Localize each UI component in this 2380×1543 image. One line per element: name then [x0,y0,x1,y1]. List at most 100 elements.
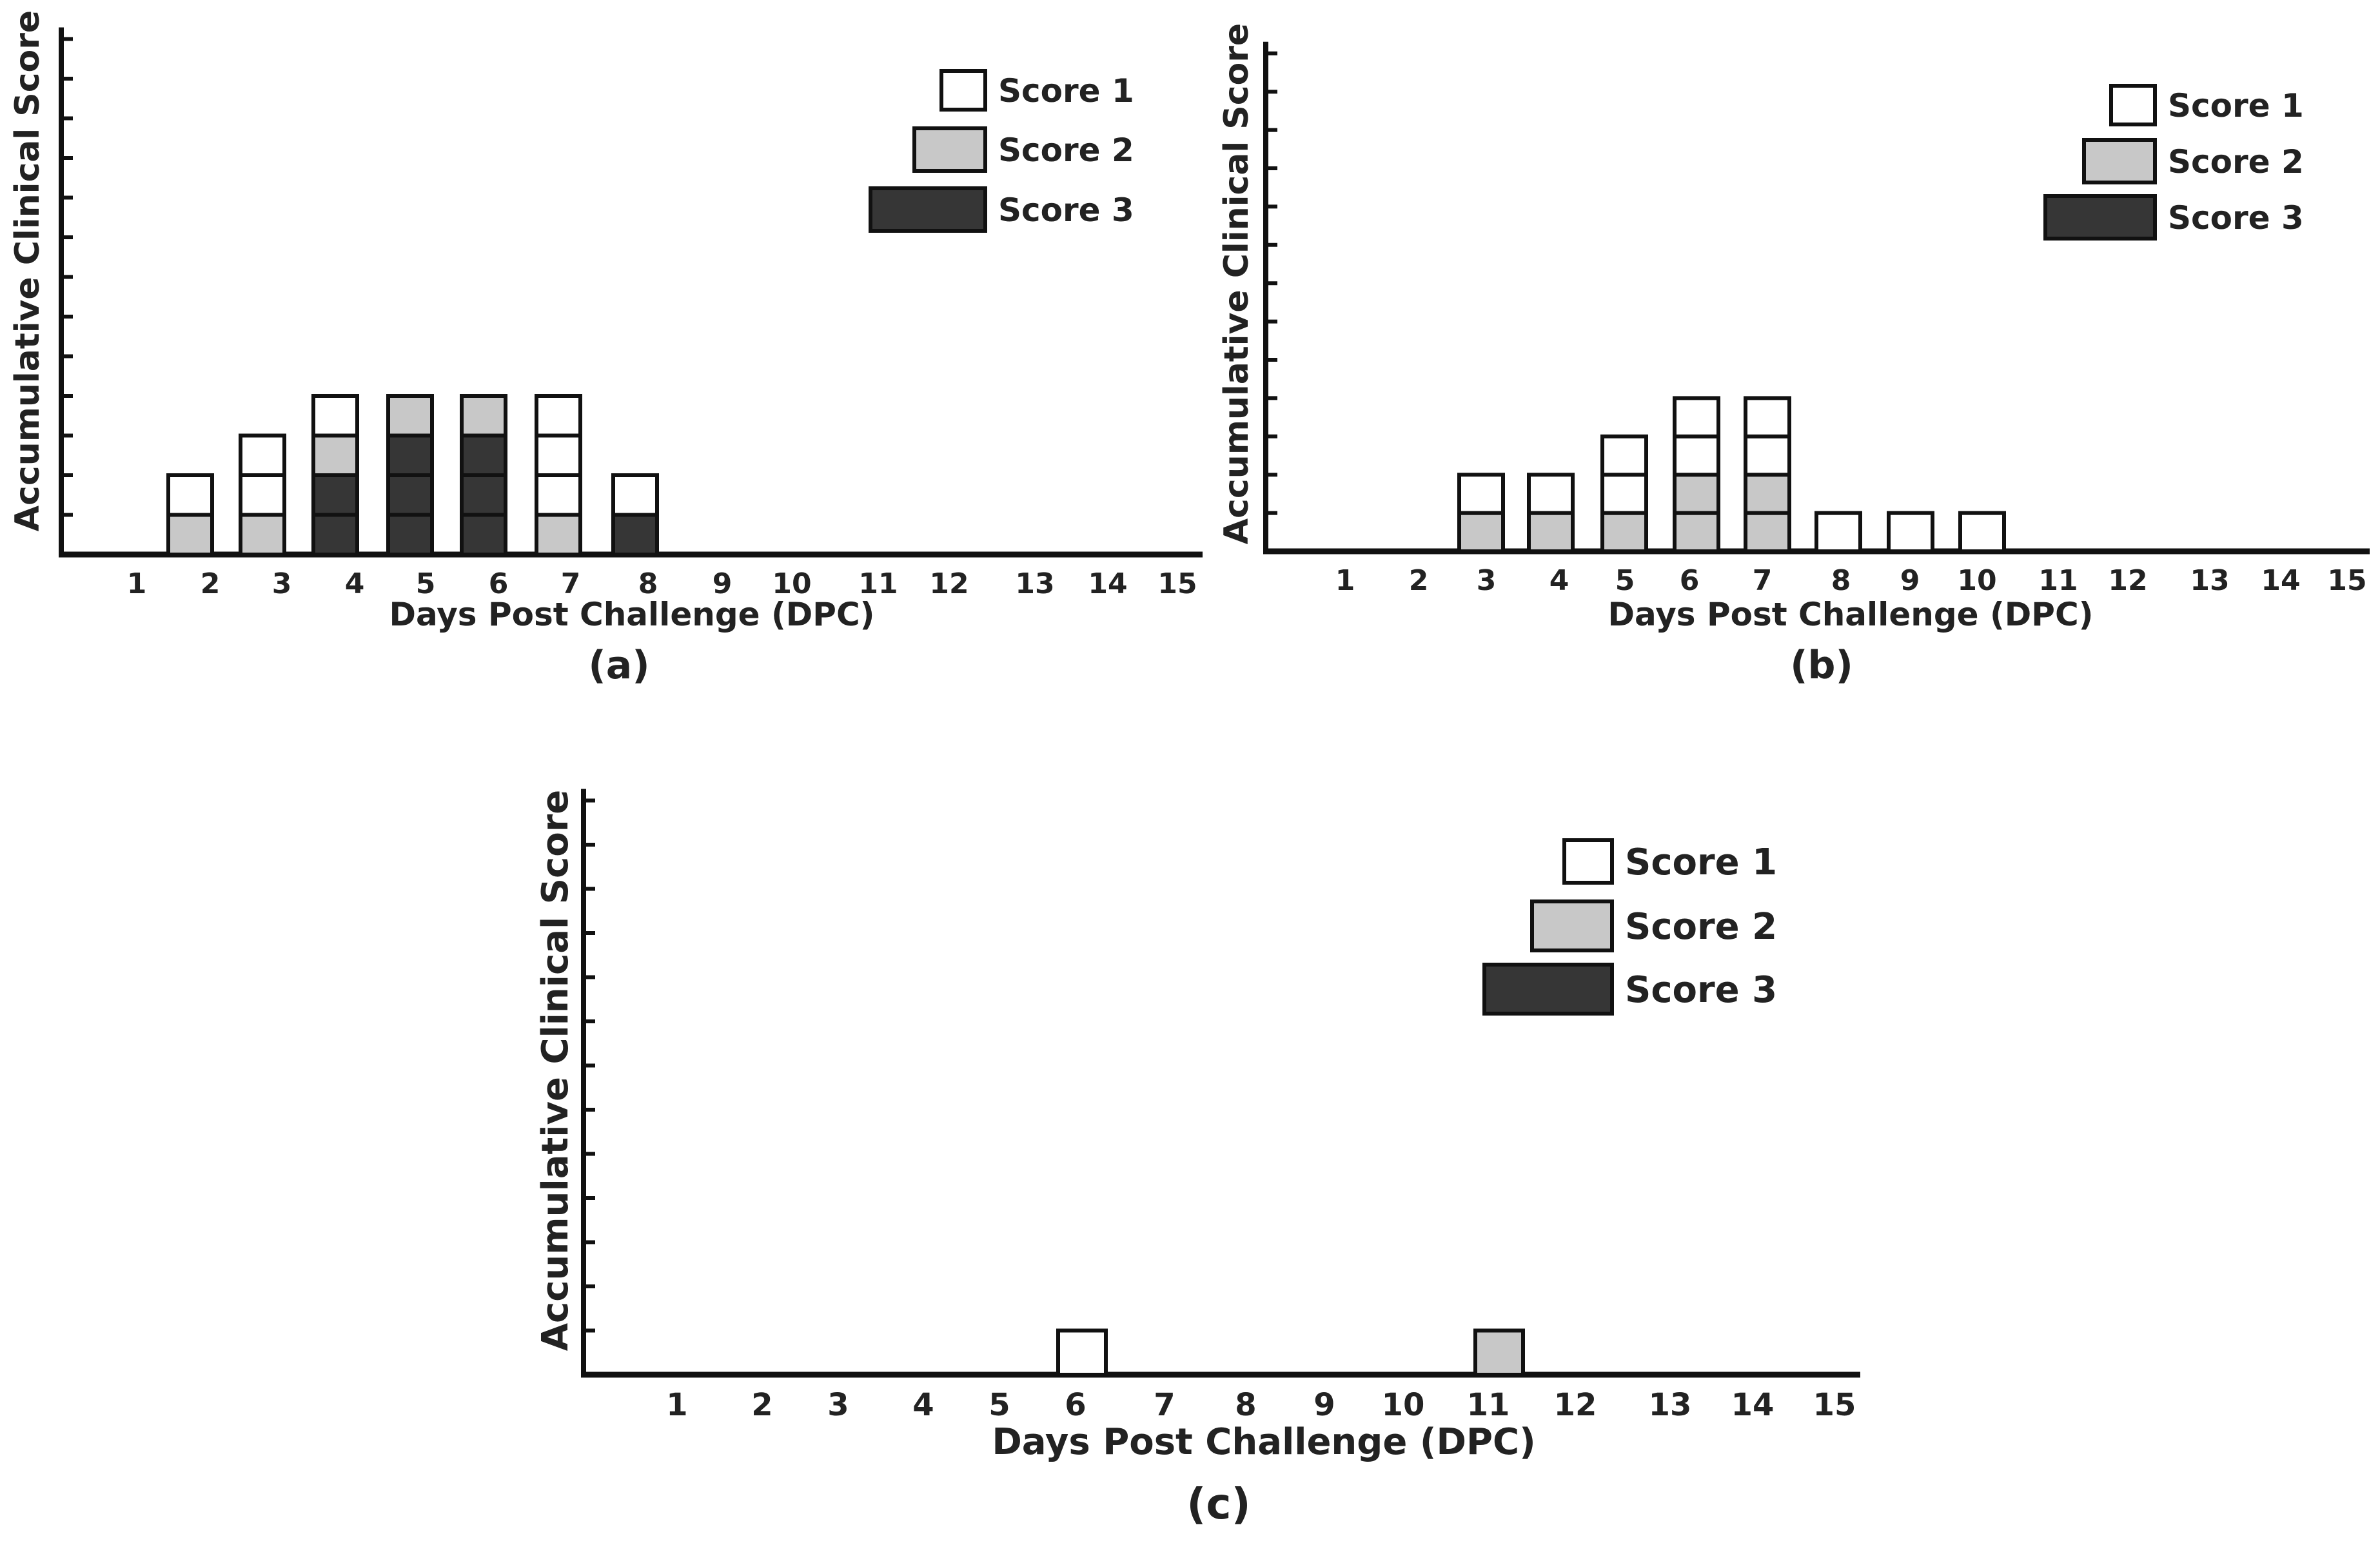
legend-label: Score 2 [998,132,1134,169]
x-tick-label: 4 [912,1387,934,1423]
bar-segment-score3-day-5 [386,513,434,556]
legend-swatch-score2 [2082,138,2157,184]
x-tick-label: 12 [2108,564,2147,597]
bar-segment-score1-day-7 [1744,396,1791,438]
x-tick-label: 14 [2261,564,2300,597]
legend-swatch-score2 [912,126,987,173]
x-tick-label: 3 [1477,564,1497,597]
bar-segment-score2-day-3 [1457,511,1505,553]
x-tick-label: 2 [751,1387,772,1423]
bar-segment-score2-day-7 [1744,473,1791,515]
bar-segment-score3-day-6 [460,433,507,477]
y-axis-label: Accumulative Clinical Score [535,790,576,1351]
panel-caption: (c) [1186,1479,1250,1529]
bar-segment-score1-day-9 [1887,511,1934,553]
x-tick-label: 11 [2038,564,2078,597]
bar-segment-score1-day-5 [1600,473,1648,515]
x-tick-label: 1 [1335,564,1355,597]
bar-segment-score1-day-7 [535,473,582,517]
bar-segment-score1-day-3 [239,433,286,477]
x-tick-label: 15 [1157,567,1197,600]
x-tick-label: 11 [1467,1387,1510,1423]
legend-label: Score 2 [2168,143,2304,181]
legend: Score 1 Score 2 Score 3 [869,69,1134,233]
legend-swatch-score1 [939,69,987,112]
bar-segment-score2-day-4 [1527,511,1575,553]
legend-label: Score 3 [2168,199,2304,237]
bar-segment-score3-day-4 [311,473,359,517]
x-tick-label: 8 [1831,564,1851,597]
x-tick-label: 8 [638,567,658,600]
x-tick-label: 12 [929,567,969,600]
y-axis-label: Accumulative Clinical Score [8,10,47,531]
x-tick-label: 2 [201,567,221,600]
panel-caption: (b) [1790,643,1853,688]
bar-segment-score2-day-7 [535,513,582,556]
bar-segment-score1-day-4 [1527,473,1575,515]
x-tick-label: 6 [489,567,509,600]
bar-segment-score1-day-8 [1815,511,1862,553]
legend-label: Score 1 [998,72,1134,110]
x-tick-label: 14 [1088,567,1127,600]
x-tick-label: 13 [1649,1387,1692,1423]
bar-segment-score3-day-6 [460,513,507,556]
bar-segment-score1-day-3 [239,473,286,517]
bar-segment-score2-day-6 [460,394,507,438]
legend-swatch-score3 [2043,194,2157,241]
x-tick-label: 7 [561,567,581,600]
x-tick-label: 5 [416,567,436,600]
x-tick-label: 3 [272,567,292,600]
bar-segment-score1-day-3 [1457,473,1505,515]
x-tick-label: 5 [1615,564,1635,597]
x-tick-label: 4 [345,567,365,600]
x-tick-label: 7 [1154,1387,1175,1423]
legend-swatch-score3 [1482,963,1614,1016]
legend: Score 1 Score 2 Score 3 [1482,838,1777,1016]
legend-label: Score 1 [1625,841,1777,883]
legend-swatch-score2 [1530,899,1614,952]
x-tick-label: 6 [1065,1387,1086,1423]
bar-segment-score3-day-5 [386,433,434,477]
bar-segment-score1-day-7 [535,394,582,438]
x-axis-label: Days Post Challenge (DPC) [389,596,874,633]
bar-segment-score2-day-4 [311,433,359,477]
y-axis-label: Accumulative Clinical Score [1217,23,1256,544]
x-tick-label: 12 [1554,1387,1597,1423]
bar-segment-score2-day-2 [166,513,214,556]
legend-swatch-score1 [1562,838,1614,885]
bar-segment-score1-day-5 [1600,434,1648,477]
legend-label: Score 3 [998,192,1134,229]
bar-segment-score2-day-5 [386,394,434,438]
bar-segment-score1-day-4 [311,394,359,438]
bar-segment-score2-day-6 [1673,511,1720,553]
x-tick-label: 11 [858,567,898,600]
x-tick-label: 8 [1235,1387,1256,1423]
x-tick-label: 9 [1313,1387,1335,1423]
bar-segment-score1-day-7 [1744,434,1791,477]
bar-segment-score2-day-11 [1473,1328,1525,1377]
x-tick-label: 10 [1957,564,1996,597]
bar-segment-score3-day-4 [311,513,359,556]
bar-segment-score2-day-7 [1744,511,1791,553]
bar-segment-score3-day-5 [386,473,434,517]
bar-segment-score2-day-3 [239,513,286,556]
bar-segment-score1-day-2 [166,473,214,517]
legend-swatch-score3 [869,186,987,233]
x-tick-label: 13 [2190,564,2229,597]
panel-caption: (a) [588,643,649,688]
x-tick-label: 2 [1409,564,1429,597]
bar-segment-score1-day-7 [535,433,582,477]
bar-segment-score1-day-6 [1673,396,1720,438]
bar-segment-score3-day-6 [460,473,507,517]
bar-segment-score2-day-5 [1600,511,1648,553]
legend: Score 1 Score 2 Score 3 [2043,84,2304,241]
x-tick-label: 14 [1731,1387,1775,1423]
x-tick-label: 3 [827,1387,849,1423]
x-tick-label: 6 [1680,564,1700,597]
bar-segment-score1-day-10 [1958,511,2006,553]
x-tick-label: 1 [127,567,147,600]
x-tick-label: 4 [1549,564,1569,597]
